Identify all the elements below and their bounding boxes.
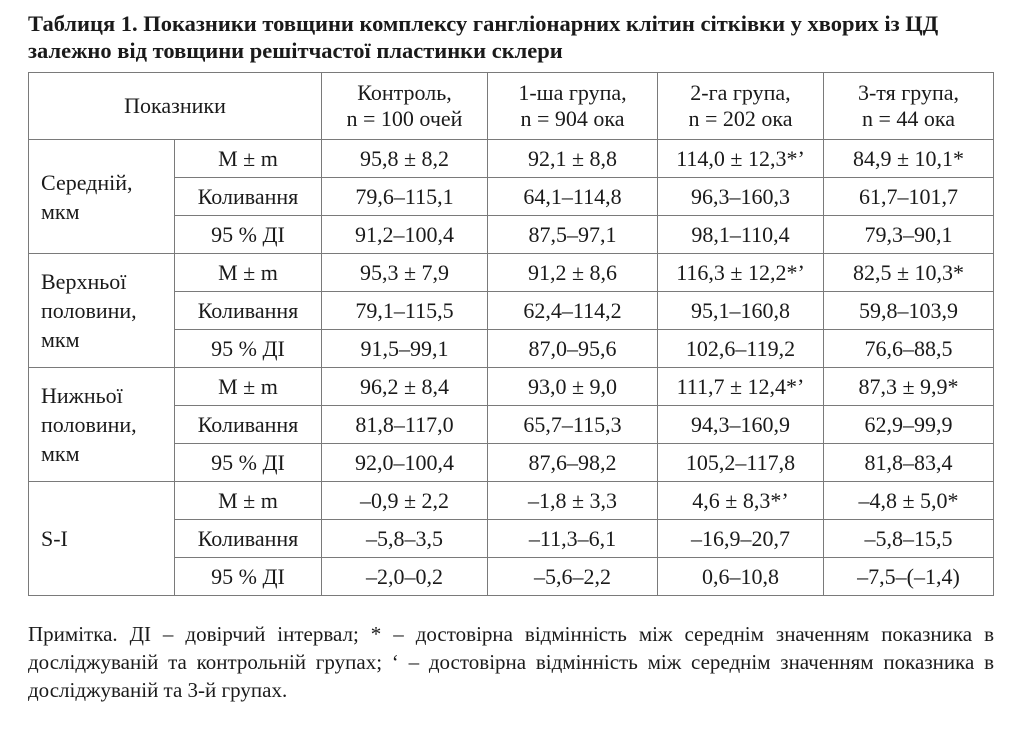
header-indicator: Показники — [28, 72, 322, 140]
table-row: Верхньої половини, мкм M ± m 95,3 ± 7,9 91,2 … — [28, 253, 994, 368]
value-cell: 111,7 ± 12,4*’ — [657, 367, 824, 406]
value-cell: 87,6–98,2 — [487, 443, 658, 482]
table-row: S-I M ± m –0,9 ± 2,2 –1,8 ± 3,3 4,6 ± 8,3*’ –… — [28, 481, 994, 596]
value-cell: –5,6–2,2 — [487, 557, 658, 596]
row-label-cell: M ± m — [174, 367, 322, 406]
header-control: Контроль, n = 100 очей — [321, 72, 488, 140]
value-cell: 62,9–99,9 — [823, 405, 994, 444]
value-cell: 87,0–95,6 — [487, 329, 658, 368]
value-cell: –2,0–0,2 — [321, 557, 488, 596]
table-note: Примітка. ДІ – довірчий інтервал; * – до… — [28, 622, 994, 702]
value-cell: 84,9 ± 10,1* — [823, 139, 994, 178]
value-cell: 102,6–119,2 — [657, 329, 824, 368]
group-name-line: Середній, — [41, 169, 133, 195]
value-cell: 82,5 ± 10,3* — [823, 253, 994, 292]
value-cell: 116,3 ± 12,2*’ — [657, 253, 824, 292]
table-row: 95 % ДІ –2,0–0,2 –5,6–2,2 0,6–10,8 –7,5–(–1,… — [29, 557, 994, 596]
table-row: Нижньої половини, мкм M ± m 96,2 ± 8,4 93,0 ±… — [28, 367, 994, 482]
row-label-cell: Коливання — [174, 405, 322, 444]
value-cell: 79,3–90,1 — [823, 215, 994, 254]
group-name-cell: S-I — [28, 481, 175, 596]
value-cell: –1,8 ± 3,3 — [487, 481, 658, 520]
row-label-cell: M ± m — [174, 253, 322, 292]
row-label-cell: 95 % ДІ — [174, 329, 322, 368]
value-cell: –7,5–(–1,4) — [823, 557, 994, 596]
value-cell: 59,8–103,9 — [823, 291, 994, 330]
value-cell: 76,6–88,5 — [823, 329, 994, 368]
header-group-3: 3-тя група, n = 44 ока — [823, 72, 994, 140]
table-row: Коливання –5,8–3,5 –11,3–6,1 –16,9–20,7 –5,8… — [29, 519, 994, 558]
value-cell: 87,3 ± 9,9* — [823, 367, 994, 406]
value-cell: 95,3 ± 7,9 — [321, 253, 488, 292]
value-cell: –11,3–6,1 — [487, 519, 658, 558]
table-row: 95 % ДІ 91,5–99,1 87,0–95,6 102,6–119,2 76,6… — [29, 329, 994, 368]
value-cell: 79,6–115,1 — [321, 177, 488, 216]
group-name-line: Нижньої — [41, 383, 123, 408]
value-cell: 96,3–160,3 — [657, 177, 824, 216]
table-row: Коливання 79,1–115,5 62,4–114,2 95,1–160,8 5… — [29, 291, 994, 330]
group-name-line: мкм — [41, 441, 80, 466]
value-cell: –0,9 ± 2,2 — [321, 481, 488, 520]
row-label-cell: Коливання — [174, 519, 322, 558]
value-cell: –5,8–15,5 — [823, 519, 994, 558]
value-cell: 91,2–100,4 — [321, 215, 488, 254]
group-name-line: половини, — [41, 298, 137, 323]
group-name-line: половини, — [41, 412, 137, 437]
value-cell: 81,8–117,0 — [321, 405, 488, 444]
value-cell: 87,5–97,1 — [487, 215, 658, 254]
table-row: Коливання 81,8–117,0 65,7–115,3 94,3–160,9 6… — [29, 405, 994, 444]
value-cell: 81,8–83,4 — [823, 443, 994, 482]
header-group-2: 2-га група, n = 202 ока — [657, 72, 824, 140]
group-name-line: мкм — [41, 327, 80, 352]
value-cell: 92,0–100,4 — [321, 443, 488, 482]
value-cell: 61,7–101,7 — [823, 177, 994, 216]
row-label-cell: M ± m — [174, 139, 322, 178]
value-cell: 94,3–160,9 — [657, 405, 824, 444]
table-title: Таблиця 1. Показники товщини комплексу г… — [28, 11, 939, 63]
group-name-line: S-I — [41, 526, 68, 551]
value-cell: 62,4–114,2 — [487, 291, 658, 330]
row-label-cell: Коливання — [174, 177, 322, 216]
data-table: Показники Контроль, n = 100 очей 1-ша гру… — [28, 72, 994, 596]
value-cell: 4,6 ± 8,3*’ — [657, 481, 824, 520]
row-label-cell: 95 % ДІ — [174, 557, 322, 596]
value-cell: 93,0 ± 9,0 — [487, 367, 658, 406]
group-name-line: Верхньої — [41, 269, 127, 294]
value-cell: 91,2 ± 8,6 — [487, 253, 658, 292]
value-cell: 114,0 ± 12,3*’ — [657, 139, 824, 178]
group-name-cell: Верхньої половини, мкм — [28, 253, 175, 368]
group-name-line: мкм — [41, 198, 80, 224]
group-name-cell: Нижньої половини, мкм — [28, 367, 175, 482]
value-cell: –16,9–20,7 — [657, 519, 824, 558]
table-header-row: Показники Контроль, n = 100 очей 1-ша гру… — [28, 72, 994, 140]
row-label-cell: M ± m — [174, 481, 322, 520]
value-cell: 96,2 ± 8,4 — [321, 367, 488, 406]
value-cell: 92,1 ± 8,8 — [487, 139, 658, 178]
group-name-cell: Середній, мкм — [28, 139, 175, 254]
value-cell: –5,8–3,5 — [321, 519, 488, 558]
value-cell: –4,8 ± 5,0* — [823, 481, 994, 520]
row-label-cell: Коливання — [174, 291, 322, 330]
table-row: Середній, мкм M ± m 95,8 ± 8,2 92,1 ± 8,8 114… — [28, 139, 994, 254]
value-cell: 91,5–99,1 — [321, 329, 488, 368]
value-cell: 64,1–114,8 — [487, 177, 658, 216]
row-label-cell: 95 % ДІ — [174, 443, 322, 482]
value-cell: 95,8 ± 8,2 — [321, 139, 488, 178]
value-cell: 79,1–115,5 — [321, 291, 488, 330]
row-label-cell: 95 % ДІ — [174, 215, 322, 254]
value-cell: 98,1–110,4 — [657, 215, 824, 254]
value-cell: 95,1–160,8 — [657, 291, 824, 330]
value-cell: 105,2–117,8 — [657, 443, 824, 482]
value-cell: 65,7–115,3 — [487, 405, 658, 444]
header-group-1: 1-ша група, n = 904 ока — [487, 72, 658, 140]
value-cell: 0,6–10,8 — [657, 557, 824, 596]
